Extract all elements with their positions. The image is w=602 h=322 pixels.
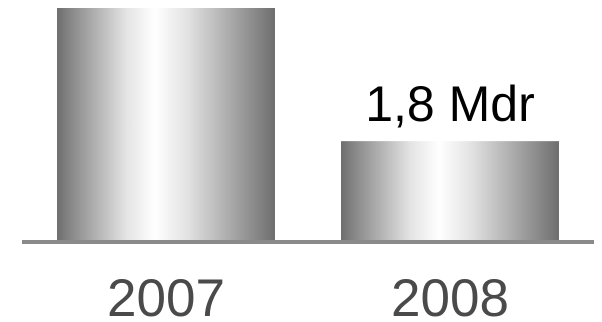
bar-2008 <box>341 141 559 241</box>
data-label-2008: 1,8 Mdr <box>365 76 535 132</box>
x-tick-label-2008: 2008 <box>391 269 509 322</box>
bar-2007 <box>57 8 275 241</box>
labels-layer: 2007 2008 1,8 Mdr <box>107 76 535 322</box>
x-tick-label-2007: 2007 <box>107 269 225 322</box>
bars-layer <box>57 8 559 241</box>
